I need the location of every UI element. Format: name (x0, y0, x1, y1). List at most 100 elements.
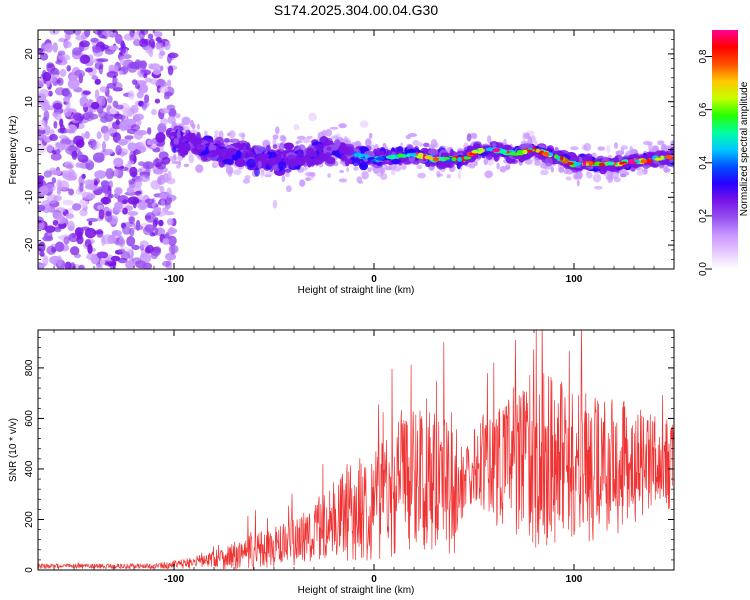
spectrogram-blob (417, 141, 423, 146)
colorbar-tick-label: 0.2 (698, 209, 709, 223)
spectrogram-blob (73, 135, 84, 146)
spectrogram-blob (150, 250, 159, 260)
spectrogram-blob (115, 144, 122, 156)
spectrogram-blob (219, 143, 225, 148)
spectrogram-blob (99, 86, 108, 93)
spectrogram-blob (59, 68, 67, 77)
spectrogram-x-tick-label: -100 (164, 274, 184, 285)
spectrogram-blob (78, 264, 85, 269)
spectrogram-blob (614, 142, 618, 149)
spectrogram-blob (38, 144, 46, 154)
spectrogram-blob (79, 100, 92, 108)
spectrogram-blob (131, 79, 138, 85)
spectrogram-blob (56, 179, 62, 190)
spectrogram-blob (359, 161, 369, 171)
spectrogram-blob (499, 165, 507, 173)
spectrogram-blob (94, 89, 100, 100)
spectrogram-blob (70, 246, 80, 256)
spectrogram-blob (163, 41, 171, 51)
spectrogram-blob (52, 219, 59, 226)
spectrogram-blob (250, 151, 256, 158)
spectrogram-blob (380, 173, 388, 180)
spectrogram-blob (144, 169, 151, 179)
spectrogram-x-label: Height of straight line (km) (298, 285, 415, 296)
spectrogram-blob (269, 157, 277, 166)
spectrogram-peak (499, 149, 508, 154)
spectrogram-blob (62, 199, 74, 206)
spectrogram-blob (253, 155, 259, 164)
spectrogram-blob (137, 201, 148, 211)
spectrogram-blob (214, 130, 220, 135)
spectrogram-blob (66, 124, 78, 135)
spectrogram-blob (149, 78, 158, 85)
spectrogram-peak (478, 148, 484, 154)
spectrogram-blob (296, 152, 305, 162)
spectrogram-blob (127, 142, 137, 152)
spectrogram-blob (238, 132, 246, 138)
spectrogram-peak (416, 155, 424, 159)
spectrogram-blob (113, 157, 124, 168)
spectrogram-peak (640, 159, 648, 164)
spectrogram-blob (581, 144, 588, 151)
spectrogram-peak (376, 156, 385, 161)
spectrogram-blob (149, 63, 161, 70)
spectrogram-blob (131, 244, 140, 251)
spectrogram-blob (56, 215, 66, 225)
spectrogram-blob (79, 162, 91, 169)
spectrogram-blob (253, 145, 264, 154)
spectrogram-blob (167, 235, 177, 246)
spectrogram-blob (141, 101, 148, 111)
spectrogram-blob (89, 184, 99, 191)
spectrogram-peak (385, 155, 395, 160)
spectrogram-blob (281, 175, 286, 183)
spectrogram-blob (109, 261, 117, 269)
spectrogram-blob (130, 124, 140, 132)
spectrogram-blob (103, 130, 110, 142)
spectrogram-blob (44, 225, 56, 233)
spectrogram-blob (138, 161, 145, 167)
spectrogram-blob (38, 204, 46, 212)
spectrogram-blob (135, 83, 140, 90)
snr-series-line (38, 330, 674, 570)
spectrogram-blob (258, 153, 270, 158)
spectrogram-blob (158, 219, 164, 227)
spectrogram-blob (97, 186, 108, 193)
spectrogram-blob (326, 156, 336, 165)
spectrogram-blob (42, 255, 49, 266)
spectrogram-blob (75, 35, 87, 41)
spectrogram-blob (597, 146, 606, 151)
spectrogram-blob (285, 171, 290, 178)
spectrogram-blob (351, 141, 360, 146)
spectrogram-blob (57, 50, 66, 56)
spectrogram-blob (338, 178, 348, 183)
spectrogram-blob (118, 237, 126, 248)
spectrogram-blob (391, 158, 402, 165)
spectrogram-blob (278, 161, 287, 171)
spectrogram-blob (563, 168, 570, 175)
spectrogram-blob (121, 43, 127, 54)
spectrogram-blob (172, 146, 177, 154)
spectrogram-blob (524, 158, 533, 165)
spectrogram-blob (173, 153, 177, 161)
spectrogram-blob (642, 168, 648, 175)
spectrogram-blob (375, 147, 381, 158)
spectrogram-blob (158, 42, 164, 53)
spectrogram-blob (159, 185, 165, 193)
spectrogram-blob (416, 164, 423, 170)
spectrogram-blob (97, 97, 106, 107)
spectrogram-blob (126, 186, 134, 194)
spectrogram-blob (38, 134, 46, 139)
spectrogram-blob (168, 108, 177, 118)
snr-frame (37, 329, 675, 571)
spectrogram-blob (380, 170, 384, 175)
spectrogram-blob (76, 235, 84, 245)
spectrogram-blob (188, 154, 195, 164)
spectrogram-blob (222, 158, 234, 165)
spectrogram-blob (193, 148, 203, 153)
spectrogram-blob (573, 174, 578, 179)
spectrogram-blob (109, 107, 118, 115)
spectrogram-blob (49, 30, 60, 35)
spectrogram-blob (386, 150, 392, 155)
spectrogram-blob (153, 31, 163, 38)
